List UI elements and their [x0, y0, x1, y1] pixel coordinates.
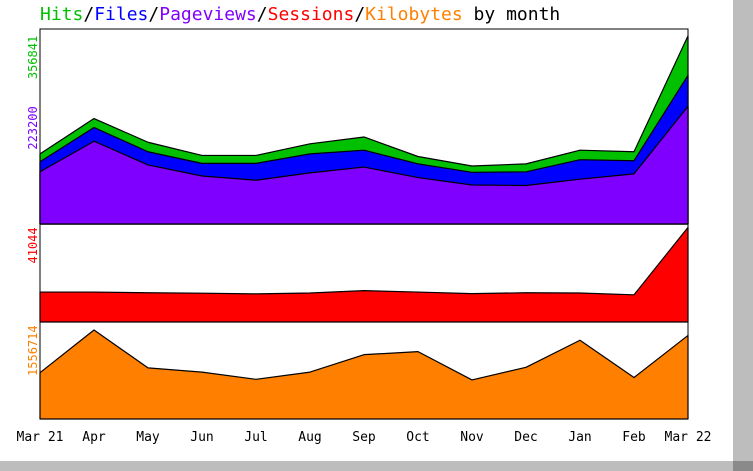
x-tick-label: Aug: [298, 430, 321, 445]
title-part: Kilobytes: [365, 4, 463, 25]
series-area-pageviews: [39, 105, 689, 225]
title-part: Hits: [40, 4, 84, 25]
panel-kilobytes: 1556714: [26, 321, 689, 420]
chart-title: Hits/Files/Pageviews/Sessions/Kilobytes …: [40, 4, 560, 26]
title-part: Files: [94, 4, 149, 25]
x-tick-label: Feb: [622, 430, 646, 445]
x-tick-label: Apr: [82, 430, 106, 445]
x-tick-label: Sep: [352, 430, 376, 445]
panel-border: [39, 321, 689, 420]
chart-plot: 356841 223200 41044 1556714 Mar 21 Apr May Jun J…: [17, 28, 712, 445]
x-tick-label: Jan: [568, 430, 591, 445]
y-tick-label: 356841: [26, 36, 40, 79]
title-part: /: [148, 4, 160, 25]
title-part: /: [256, 4, 268, 25]
panel-sessions: 41044: [26, 223, 689, 323]
x-tick-label: Mar 22: [665, 430, 712, 445]
y-tick-label: 1556714: [26, 325, 40, 376]
x-tick-label: Dec: [514, 430, 537, 445]
title-part: /: [83, 4, 95, 25]
series-area-kilobytes: [39, 329, 689, 420]
title-part: by month: [462, 4, 561, 25]
y-tick-label: 41044: [26, 227, 40, 263]
x-tick-label: Mar 21: [17, 430, 64, 445]
title-part: /: [354, 4, 366, 25]
x-tick-label: May: [136, 430, 160, 445]
x-tick-label: Nov: [460, 430, 484, 445]
y-tick-label: 223200: [26, 106, 40, 149]
series-area-sessions: [39, 226, 689, 323]
title-part: Pageviews: [159, 4, 257, 25]
x-tick-label: Oct: [406, 430, 429, 445]
panel-hits_files_pageviews: 356841 223200: [26, 28, 689, 225]
title-part: Sessions: [267, 4, 355, 25]
x-tick-label: Jul: [244, 430, 267, 445]
x-tick-label: Jun: [190, 430, 213, 445]
